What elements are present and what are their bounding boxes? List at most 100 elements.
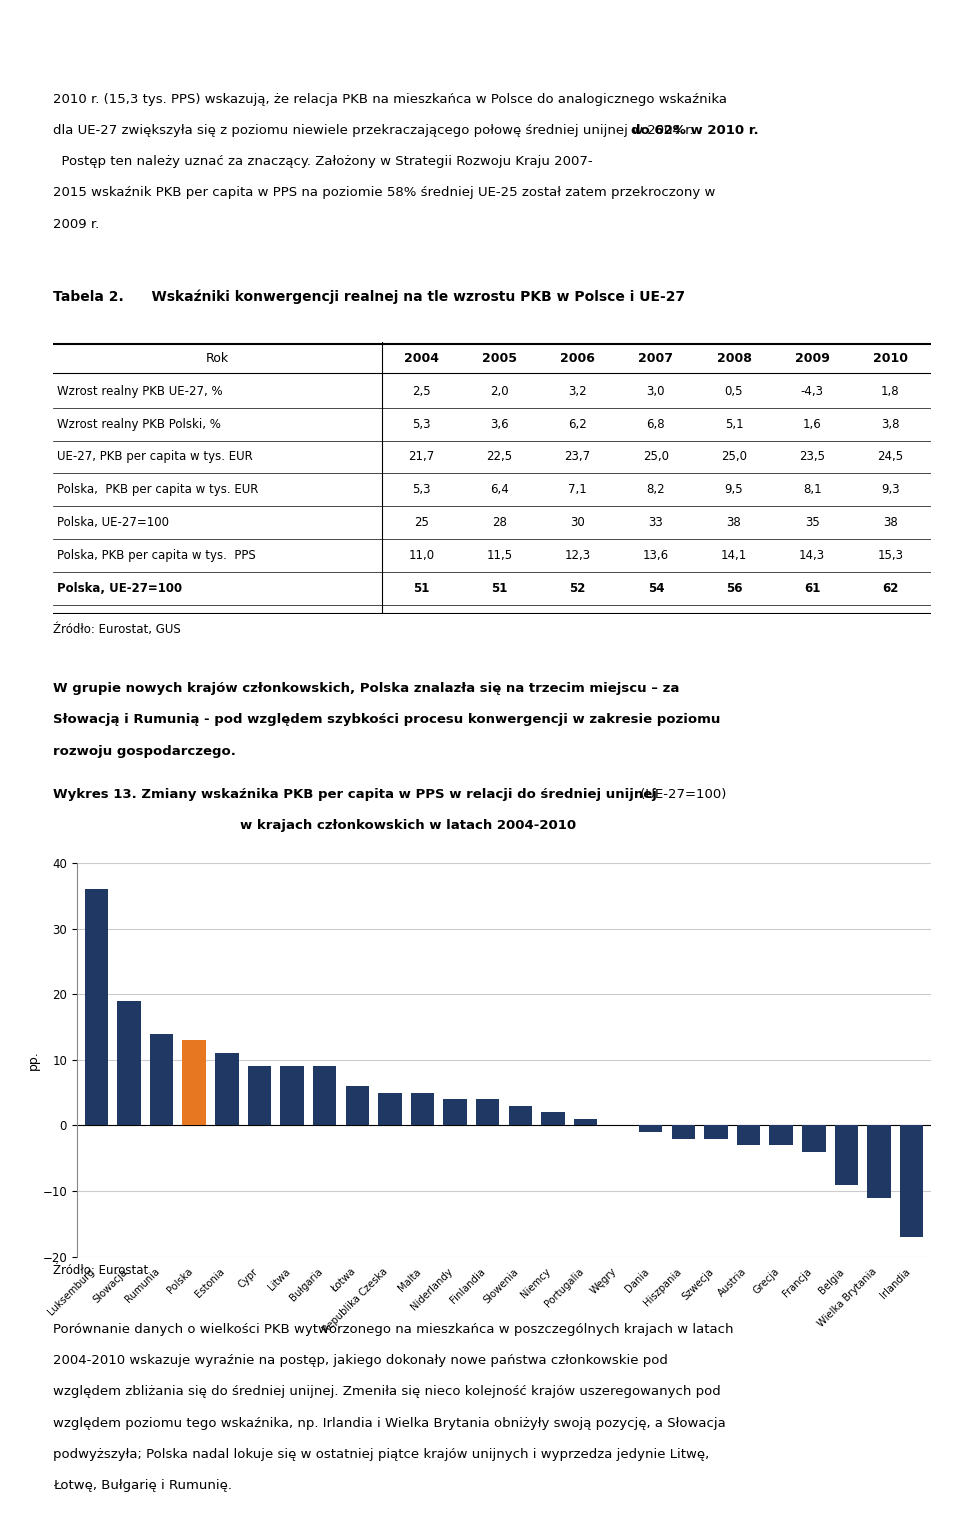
Text: 8,2: 8,2 xyxy=(646,483,665,497)
Text: 3,6: 3,6 xyxy=(491,418,509,430)
Text: 12,3: 12,3 xyxy=(564,548,590,562)
Text: 28: 28 xyxy=(492,517,507,529)
Text: 52: 52 xyxy=(569,582,586,594)
Text: Wzrost realny PKB UE-27, %: Wzrost realny PKB UE-27, % xyxy=(58,385,223,398)
Bar xyxy=(313,1067,336,1126)
Text: 38: 38 xyxy=(883,517,898,529)
Text: 2006: 2006 xyxy=(561,351,595,365)
Text: Polska, PKB per capita w tys.  PPS: Polska, PKB per capita w tys. PPS xyxy=(58,548,256,562)
Text: 14,1: 14,1 xyxy=(721,548,747,562)
Text: 3,0: 3,0 xyxy=(647,385,665,398)
Text: 51: 51 xyxy=(413,582,429,594)
Text: 25,0: 25,0 xyxy=(721,450,747,464)
Text: Łotwę, Bułgarię i Rumunię.: Łotwę, Bułgarię i Rumunię. xyxy=(53,1479,231,1492)
Text: 23,5: 23,5 xyxy=(799,450,826,464)
Bar xyxy=(476,1100,499,1126)
Text: 2,0: 2,0 xyxy=(491,385,509,398)
Text: 2010: 2010 xyxy=(873,351,908,365)
Text: Źródło: Eurostat, GUS: Źródło: Eurostat, GUS xyxy=(53,623,180,636)
Bar xyxy=(378,1092,401,1126)
Bar xyxy=(737,1126,760,1145)
Bar xyxy=(248,1067,271,1126)
Text: 62: 62 xyxy=(882,582,899,594)
Text: 5,3: 5,3 xyxy=(412,418,430,430)
Y-axis label: pp.: pp. xyxy=(27,1050,39,1070)
Text: 23,7: 23,7 xyxy=(564,450,590,464)
Bar xyxy=(639,1126,662,1132)
Text: 2004: 2004 xyxy=(404,351,439,365)
Bar xyxy=(867,1126,891,1198)
Text: dla UE-27 zwiększyła się z poziomu niewiele przekraczającego połowę średniej uni: dla UE-27 zwiększyła się z poziomu niewi… xyxy=(53,124,698,138)
Text: 22,5: 22,5 xyxy=(487,450,513,464)
Text: Polska,  PKB per capita w tys. EUR: Polska, PKB per capita w tys. EUR xyxy=(58,483,258,497)
Text: Polska, UE-27=100: Polska, UE-27=100 xyxy=(58,582,182,594)
Text: 2015 wskaźnik PKB per capita w PPS na poziomie 58% średniej UE-25 został zatem p: 2015 wskaźnik PKB per capita w PPS na po… xyxy=(53,186,715,200)
Bar xyxy=(84,889,108,1126)
Text: 3,8: 3,8 xyxy=(881,418,900,430)
Text: 54: 54 xyxy=(648,582,664,594)
Text: 38: 38 xyxy=(727,517,741,529)
Text: 5,1: 5,1 xyxy=(725,418,743,430)
Text: 35: 35 xyxy=(804,517,820,529)
Text: 2005: 2005 xyxy=(482,351,517,365)
Text: względem zbliżania się do średniej unijnej. Zmeniła się nieco kolejność krajów u: względem zbliżania się do średniej unijn… xyxy=(53,1386,721,1398)
Text: 2009: 2009 xyxy=(795,351,829,365)
Text: 2004-2010 wskazuje wyraźnie na postęp, jakiego dokonały nowe państwa członkowski: 2004-2010 wskazuje wyraźnie na postęp, j… xyxy=(53,1354,667,1368)
Text: 11,0: 11,0 xyxy=(408,548,434,562)
Text: Postęp ten należy uznać za znaczący. Założony w Strategii Rozwoju Kraju 2007-: Postęp ten należy uznać za znaczący. Zał… xyxy=(53,155,592,168)
Text: Wzrost realny PKB Polski, %: Wzrost realny PKB Polski, % xyxy=(58,418,221,430)
Bar xyxy=(802,1126,826,1151)
Text: 8,1: 8,1 xyxy=(803,483,822,497)
Text: Wykres 13. Zmiany wskaźnika PKB per capita w PPS w relacji do średniej unijnej: Wykres 13. Zmiany wskaźnika PKB per capi… xyxy=(53,788,657,801)
Bar xyxy=(770,1126,793,1145)
Text: względem poziomu tego wskaźnika, np. Irlandia i Wielka Brytania obniżyły swoją p: względem poziomu tego wskaźnika, np. Irl… xyxy=(53,1417,726,1430)
Bar xyxy=(150,1033,174,1126)
Text: 21,7: 21,7 xyxy=(408,450,435,464)
Text: Tabela 2.  Wskaźniki konwergencji realnej na tle wzrostu PKB w Polsce i UE-27: Tabela 2. Wskaźniki konwergencji realnej… xyxy=(53,289,684,303)
Text: Polska, UE-27=100: Polska, UE-27=100 xyxy=(58,517,169,529)
Text: podwyższyła; Polska nadal lokuje się w ostatniej piątce krajów unijnych i wyprze: podwyższyła; Polska nadal lokuje się w o… xyxy=(53,1448,709,1460)
Text: 1,8: 1,8 xyxy=(881,385,900,398)
Text: 5,3: 5,3 xyxy=(412,483,430,497)
Text: 9,5: 9,5 xyxy=(725,483,743,497)
Text: 3,2: 3,2 xyxy=(568,385,587,398)
Bar xyxy=(182,1041,206,1126)
Text: 56: 56 xyxy=(726,582,742,594)
Text: 25: 25 xyxy=(414,517,429,529)
Text: 15,3: 15,3 xyxy=(877,548,903,562)
Bar xyxy=(346,1086,369,1126)
Text: 2009 r.: 2009 r. xyxy=(53,218,99,230)
Text: w krajach członkowskich w latach 2004-2010: w krajach członkowskich w latach 2004-20… xyxy=(240,820,576,832)
Bar xyxy=(574,1120,597,1126)
Bar xyxy=(215,1053,238,1126)
Text: do 62% w 2010 r.: do 62% w 2010 r. xyxy=(631,124,758,138)
Text: 2007: 2007 xyxy=(638,351,673,365)
Text: 6,4: 6,4 xyxy=(491,483,509,497)
Text: W grupie nowych krajów członkowskich, Polska znalazła się na trzecim miejscu – z: W grupie nowych krajów członkowskich, Po… xyxy=(53,682,679,695)
Bar xyxy=(117,1001,141,1126)
Bar xyxy=(705,1126,728,1139)
Bar xyxy=(444,1100,467,1126)
Text: 6,2: 6,2 xyxy=(568,418,587,430)
Text: 14,3: 14,3 xyxy=(799,548,826,562)
Text: Porównanie danych o wielkości PKB wytworzonego na mieszkańca w poszczególnych kr: Porównanie danych o wielkości PKB wytwor… xyxy=(53,1323,733,1336)
Text: 61: 61 xyxy=(804,582,821,594)
Text: UE-27, PKB per capita w tys. EUR: UE-27, PKB per capita w tys. EUR xyxy=(58,450,252,464)
Bar xyxy=(509,1106,532,1126)
Text: Rok: Rok xyxy=(206,351,229,365)
Text: 25,0: 25,0 xyxy=(643,450,669,464)
Bar xyxy=(672,1126,695,1139)
Text: 7,1: 7,1 xyxy=(568,483,587,497)
Text: 33: 33 xyxy=(648,517,663,529)
Text: 11,5: 11,5 xyxy=(487,548,513,562)
Text: rozwoju gospodarczego.: rozwoju gospodarczego. xyxy=(53,744,235,758)
Bar xyxy=(541,1112,564,1126)
Text: 2008: 2008 xyxy=(716,351,752,365)
Text: (UE-27=100): (UE-27=100) xyxy=(636,788,727,801)
Text: 2010 r. (15,3 tys. PPS) wskazują, że relacja PKB na mieszkańca w Polsce do analo: 2010 r. (15,3 tys. PPS) wskazują, że rel… xyxy=(53,92,727,106)
Bar xyxy=(900,1126,924,1238)
Text: Źródło: Eurostat: Źródło: Eurostat xyxy=(53,1264,148,1277)
Text: 30: 30 xyxy=(570,517,585,529)
Text: 6,8: 6,8 xyxy=(646,418,665,430)
Bar xyxy=(411,1092,434,1126)
